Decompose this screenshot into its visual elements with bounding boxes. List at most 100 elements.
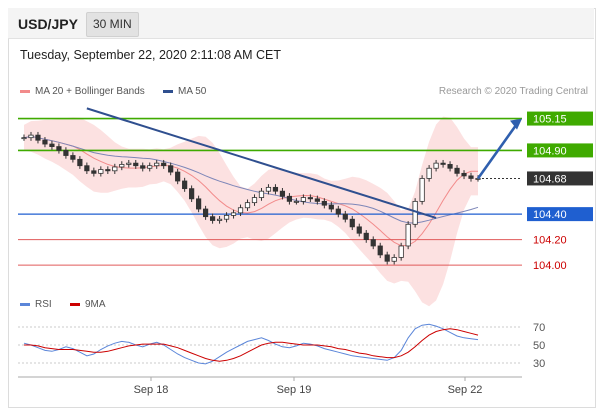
candle-body bbox=[258, 190, 265, 198]
x-tick-label: Sep 18 bbox=[134, 384, 169, 396]
candle-body bbox=[168, 165, 174, 173]
candle-body bbox=[175, 171, 181, 182]
candle-body bbox=[154, 162, 160, 167]
candle-body bbox=[454, 167, 460, 174]
candle-body bbox=[356, 226, 362, 234]
candle-body bbox=[49, 143, 55, 147]
candle-body bbox=[105, 169, 111, 172]
x-tick-label: Sep 22 bbox=[448, 384, 483, 396]
candle-body bbox=[237, 207, 244, 214]
legend-ma50-swatch bbox=[163, 89, 173, 93]
candle-body bbox=[182, 180, 188, 190]
candle-body bbox=[314, 198, 320, 202]
candle-body bbox=[328, 204, 334, 210]
level-label-104.68: 104.68 bbox=[533, 173, 567, 185]
candle-body bbox=[21, 137, 27, 140]
candle-body bbox=[307, 197, 313, 200]
candle-body bbox=[405, 223, 411, 247]
interval-button[interactable]: 30 MIN bbox=[86, 12, 139, 37]
candle-body bbox=[468, 175, 474, 179]
candle-body bbox=[286, 195, 293, 202]
candle-body bbox=[112, 166, 118, 172]
legend-ma20-label: MA 20 + Bollinger Bands bbox=[35, 86, 145, 97]
x-tick-label: Sep 19 bbox=[277, 384, 312, 396]
candle-body bbox=[265, 186, 272, 192]
level-tag-105.15 bbox=[527, 111, 593, 126]
candle-body bbox=[447, 164, 453, 169]
candle-body bbox=[398, 245, 404, 258]
candle-body bbox=[196, 198, 202, 210]
candle-body bbox=[202, 208, 209, 218]
candle-body bbox=[209, 216, 216, 221]
legend-ma50-label: MA 50 bbox=[178, 86, 207, 97]
candle-body bbox=[230, 212, 237, 216]
candle-body bbox=[272, 186, 279, 192]
candle-body bbox=[216, 218, 223, 221]
level-tag-104.40 bbox=[527, 207, 593, 222]
rsi-ma9-line bbox=[24, 328, 479, 362]
candle-body bbox=[63, 150, 69, 156]
legend-rsi9-label: 9MA bbox=[85, 299, 106, 310]
candle-body bbox=[35, 134, 41, 141]
candle-body bbox=[140, 165, 146, 169]
candle-body bbox=[433, 162, 439, 169]
trendline bbox=[86, 107, 437, 219]
candle-body bbox=[42, 139, 48, 145]
legend-rsi: RSI bbox=[20, 299, 52, 310]
candle-body bbox=[161, 162, 167, 167]
candle-body bbox=[91, 170, 97, 174]
candle-body bbox=[440, 162, 446, 165]
candle-body bbox=[223, 214, 230, 220]
candle-body bbox=[426, 167, 432, 179]
candle-body bbox=[384, 254, 390, 262]
rsi-tick-50: 50 bbox=[533, 340, 545, 352]
candle-body bbox=[189, 188, 195, 200]
projection-arrow-line bbox=[476, 121, 520, 180]
bollinger-band bbox=[24, 116, 478, 307]
rsi-tick-30: 30 bbox=[533, 358, 545, 370]
candle-body bbox=[119, 164, 125, 168]
research-credit: Research © 2020 Trading Central bbox=[438, 86, 588, 97]
legend-rsi9: 9MA bbox=[70, 299, 106, 310]
candle-body bbox=[126, 162, 132, 165]
legend-rsi-swatch bbox=[20, 302, 30, 306]
candle-body bbox=[98, 169, 104, 174]
level-label-105.15: 105.15 bbox=[533, 114, 567, 126]
level-tag-104.90 bbox=[527, 143, 593, 158]
projection-arrow-head bbox=[510, 118, 522, 130]
legend-ma20-swatch bbox=[20, 89, 30, 93]
candle-body bbox=[391, 257, 397, 262]
candle-body bbox=[279, 190, 286, 197]
legend-ma50: MA 50 bbox=[163, 86, 206, 97]
symbol-label: USD/JPY bbox=[18, 16, 78, 32]
candle-body bbox=[419, 178, 425, 202]
candle-body bbox=[147, 165, 153, 169]
level-label-104.20: 104.20 bbox=[533, 235, 567, 247]
rsi-line bbox=[23, 323, 479, 365]
level-label-104.00: 104.00 bbox=[533, 260, 567, 272]
legend-ma20: MA 20 + Bollinger Bands bbox=[20, 86, 145, 97]
candle-body bbox=[77, 158, 83, 167]
level-tag-104.68 bbox=[527, 171, 593, 186]
level-label-104.40: 104.40 bbox=[533, 209, 567, 221]
candle-body bbox=[461, 172, 467, 177]
candle-body bbox=[244, 202, 251, 209]
level-label-104.90: 104.90 bbox=[533, 145, 567, 157]
candle-body bbox=[335, 208, 341, 215]
rsi-tick-70: 70 bbox=[533, 322, 545, 334]
chart-datetime: Tuesday, September 22, 2020 2:11:08 AM C… bbox=[20, 48, 282, 62]
candle-body bbox=[342, 213, 348, 220]
candle-body bbox=[321, 200, 327, 206]
candle-body bbox=[70, 155, 76, 160]
candle-body bbox=[293, 200, 300, 203]
candle-body bbox=[84, 165, 90, 172]
candle-body bbox=[377, 245, 383, 256]
ma50-line bbox=[23, 135, 479, 224]
candle-body bbox=[363, 232, 369, 240]
candle-body bbox=[300, 197, 306, 202]
legend-rsi-label: RSI bbox=[35, 299, 52, 310]
candle-body bbox=[251, 197, 258, 204]
candle-body bbox=[56, 146, 62, 151]
candle-body bbox=[370, 239, 376, 247]
